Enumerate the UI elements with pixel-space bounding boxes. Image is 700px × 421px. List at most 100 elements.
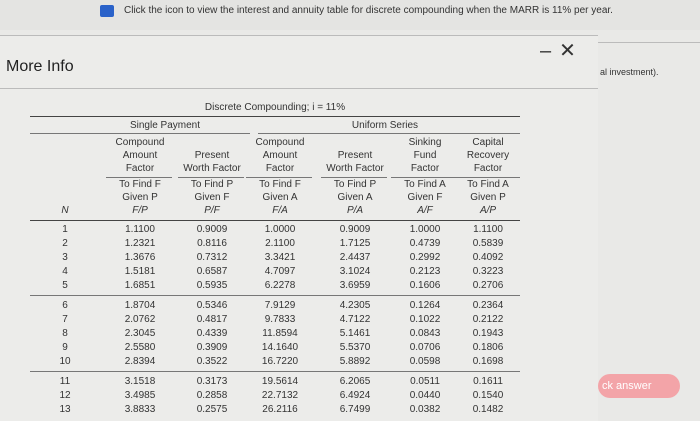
column-name: Worth Factor	[183, 163, 241, 174]
check-answer-button[interactable]: ck answer	[598, 374, 680, 398]
cell: 0.7312	[196, 252, 228, 263]
row-n: 13	[59, 404, 71, 415]
column-find: Given P	[122, 192, 158, 203]
rule	[258, 133, 520, 134]
column-name: Fund	[413, 150, 437, 161]
cell: 0.0706	[409, 342, 441, 353]
cell: 0.1943	[472, 328, 504, 339]
banner	[0, 0, 700, 30]
column-find: Given A	[337, 192, 373, 203]
column-name: Factor	[410, 163, 440, 174]
column-name: Amount	[122, 150, 158, 161]
column-name: Worth Factor	[326, 163, 384, 174]
cell: 5.1461	[339, 328, 371, 339]
column-name: Compound	[255, 137, 305, 148]
cell: 2.3045	[124, 328, 156, 339]
cell: 1.5181	[124, 266, 156, 277]
column-find: To Find P	[333, 179, 377, 190]
cell: 0.9009	[339, 224, 371, 235]
table-icon[interactable]	[100, 5, 114, 17]
column-name: Present	[194, 150, 230, 161]
row-n: 11	[59, 376, 71, 387]
cell: 0.0382	[409, 404, 441, 415]
rule	[30, 371, 520, 372]
cell: 5.8892	[339, 356, 371, 367]
cell: 0.1806	[472, 342, 504, 353]
cell: 14.1640	[261, 342, 299, 353]
cell: 1.2321	[124, 238, 156, 249]
rule	[391, 177, 457, 178]
cell: 1.7125	[339, 238, 371, 249]
column-find: Given F	[407, 192, 443, 203]
column-name: Sinking	[408, 137, 442, 148]
column-find: To Find A	[404, 179, 446, 190]
cell: 0.4339	[196, 328, 228, 339]
cell: 1.0000	[409, 224, 441, 235]
cell: 19.5614	[261, 376, 299, 387]
cell: 0.2364	[472, 300, 504, 311]
dialog-title: More Info	[6, 58, 74, 75]
rule	[30, 220, 520, 221]
cell: 0.1482	[472, 404, 504, 415]
interest-table: Discrete Compounding; i = 11% Single Paym…	[30, 102, 520, 415]
cell: 4.7122	[339, 314, 371, 325]
cell: 0.2122	[472, 314, 504, 325]
group-header: Uniform Series	[351, 120, 419, 131]
window-controls[interactable]: –✕	[540, 40, 584, 62]
cell: 2.4437	[339, 252, 371, 263]
column-name: Compound	[115, 137, 165, 148]
cell: 6.4924	[339, 390, 371, 401]
rule	[321, 177, 387, 178]
column-name: Recovery	[466, 150, 510, 161]
column-find: Given P	[470, 192, 506, 203]
cell: 4.2305	[339, 300, 371, 311]
cell: 0.1606	[409, 280, 441, 291]
row-n: 2	[62, 238, 68, 249]
cell: 0.1264	[409, 300, 441, 311]
cell: 1.3676	[124, 252, 156, 263]
cell: 0.5346	[196, 300, 228, 311]
cell: 0.5839	[472, 238, 504, 249]
column-name: Amount	[262, 150, 298, 161]
cell: 2.5580	[124, 342, 156, 353]
cell: 1.6851	[124, 280, 156, 291]
cell: 2.1100	[265, 238, 295, 249]
cell: 0.1611	[473, 376, 503, 387]
banner-text: Click the icon to view the interest and …	[124, 5, 613, 16]
cell: 7.9129	[264, 300, 296, 311]
cell: 3.1518	[124, 376, 156, 387]
cell: 0.3223	[472, 266, 504, 277]
cell: 0.2992	[409, 252, 441, 263]
column-symbol: A/F	[417, 205, 433, 216]
row-n: 9	[62, 342, 68, 353]
cell: 0.9009	[196, 224, 228, 235]
cell: 0.2706	[472, 280, 504, 291]
cell: 3.8833	[124, 404, 156, 415]
table-title: Discrete Compounding; i = 11%	[204, 102, 346, 113]
n-header: N	[61, 205, 69, 216]
cell: 0.2575	[196, 404, 228, 415]
column-symbol: P/A	[346, 205, 364, 216]
row-n: 6	[62, 300, 68, 311]
cell: 0.2123	[409, 266, 441, 277]
cell: 0.1540	[472, 390, 504, 401]
column-name: Capital	[472, 137, 504, 148]
column-name: Factor	[265, 163, 295, 174]
cell: 0.3522	[196, 356, 228, 367]
cell: 16.7220	[261, 356, 299, 367]
cell: 0.0598	[409, 356, 441, 367]
cell: 0.0440	[409, 390, 441, 401]
background-text: al investment).	[600, 67, 659, 77]
column-name: Factor	[473, 163, 503, 174]
column-find: Given F	[194, 192, 230, 203]
cell: 6.2065	[339, 376, 371, 387]
cell: 0.4092	[472, 252, 504, 263]
cell: 5.5370	[339, 342, 371, 353]
rule	[178, 177, 244, 178]
cell: 11.8594	[262, 328, 298, 339]
row-n: 4	[62, 266, 68, 277]
column-symbol: F/P	[132, 205, 148, 216]
divider	[598, 42, 700, 43]
rule	[30, 133, 250, 134]
rule	[106, 177, 172, 178]
